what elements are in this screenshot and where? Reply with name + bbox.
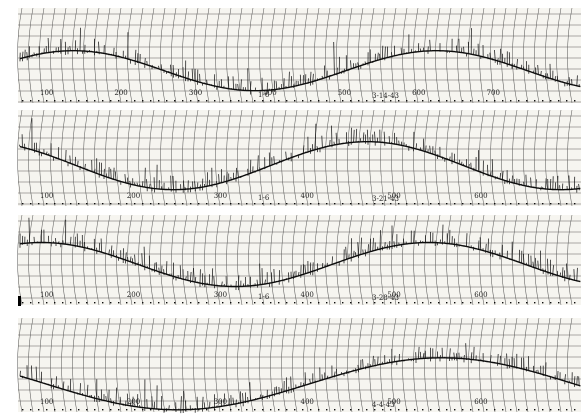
scale-label: 200 <box>114 89 127 97</box>
scale-label: 600 <box>412 89 425 97</box>
strip-3: 100 200 300 400 500 600 3-28-43 1-6 <box>17 214 581 306</box>
scale-label: 500 <box>387 192 400 200</box>
scale-label: 300 <box>214 192 227 200</box>
scale-label: 300 <box>214 291 227 299</box>
scale-label: 300 <box>214 398 227 406</box>
timing-marks <box>22 302 576 304</box>
paper-strip <box>18 318 581 412</box>
date-stamp: 3-14-43 <box>372 92 399 100</box>
seismic-trace <box>19 27 581 95</box>
timing-marks <box>22 203 576 205</box>
scale-label: 400 <box>301 192 314 200</box>
scale-label: 600 <box>474 192 487 200</box>
scale-label: 600 <box>474 398 487 406</box>
seismic-trace <box>19 343 581 414</box>
scale-label: 100 <box>40 291 53 299</box>
scale-labels: 100 200 300 400 500 600 <box>40 291 488 299</box>
scale-label: 300 <box>189 89 202 97</box>
strip-note: 1-6 <box>258 91 270 99</box>
date-stamp: 4-4-43 <box>372 401 395 409</box>
scale-labels: 100 200 300 400 500 600 <box>40 398 488 406</box>
grid-lines <box>17 317 581 413</box>
scale-label: 100 <box>40 398 53 406</box>
timing-marks <box>22 100 576 102</box>
strip-note: 1-6 <box>258 194 270 202</box>
scale-label: 500 <box>387 291 400 299</box>
scale-label: 400 <box>301 291 314 299</box>
seismic-trace <box>19 118 581 193</box>
seismic-trace <box>19 217 581 291</box>
scale-labels: 100 200 300 400 500 600 700 <box>40 89 500 97</box>
scale-label: 700 <box>487 89 500 97</box>
date-stamp: 3-21-43 <box>372 195 399 203</box>
scale-label: 200 <box>127 291 140 299</box>
scale-label: 400 <box>263 89 276 97</box>
strip-2: 100 200 300 400 500 600 3-21-43 1-6 <box>17 109 581 207</box>
scale-label: 500 <box>387 398 400 406</box>
paper-strip <box>18 215 581 305</box>
grid-lines <box>17 109 581 207</box>
scale-label: 200 <box>127 398 140 406</box>
strip-4: 100 200 300 400 500 600 4-4-43 <box>17 317 581 414</box>
timing-marks <box>22 409 576 411</box>
grid-lines <box>17 214 581 306</box>
date-stamp: 3-28-43 <box>372 294 399 302</box>
scale-label: 600 <box>474 291 487 299</box>
strip-1: 100 200 300 400 500 600 700 3-14-43 1-6 <box>17 7 581 104</box>
strip-note: 1-6 <box>258 293 270 301</box>
edge-marker <box>18 296 21 306</box>
scale-label: 400 <box>301 398 314 406</box>
scale-labels: 100 200 300 400 500 600 <box>40 192 488 200</box>
scale-label: 200 <box>127 192 140 200</box>
scale-label: 500 <box>338 89 351 97</box>
scale-label: 100 <box>40 89 53 97</box>
scale-label: 100 <box>40 192 53 200</box>
paper-strip <box>18 110 581 206</box>
